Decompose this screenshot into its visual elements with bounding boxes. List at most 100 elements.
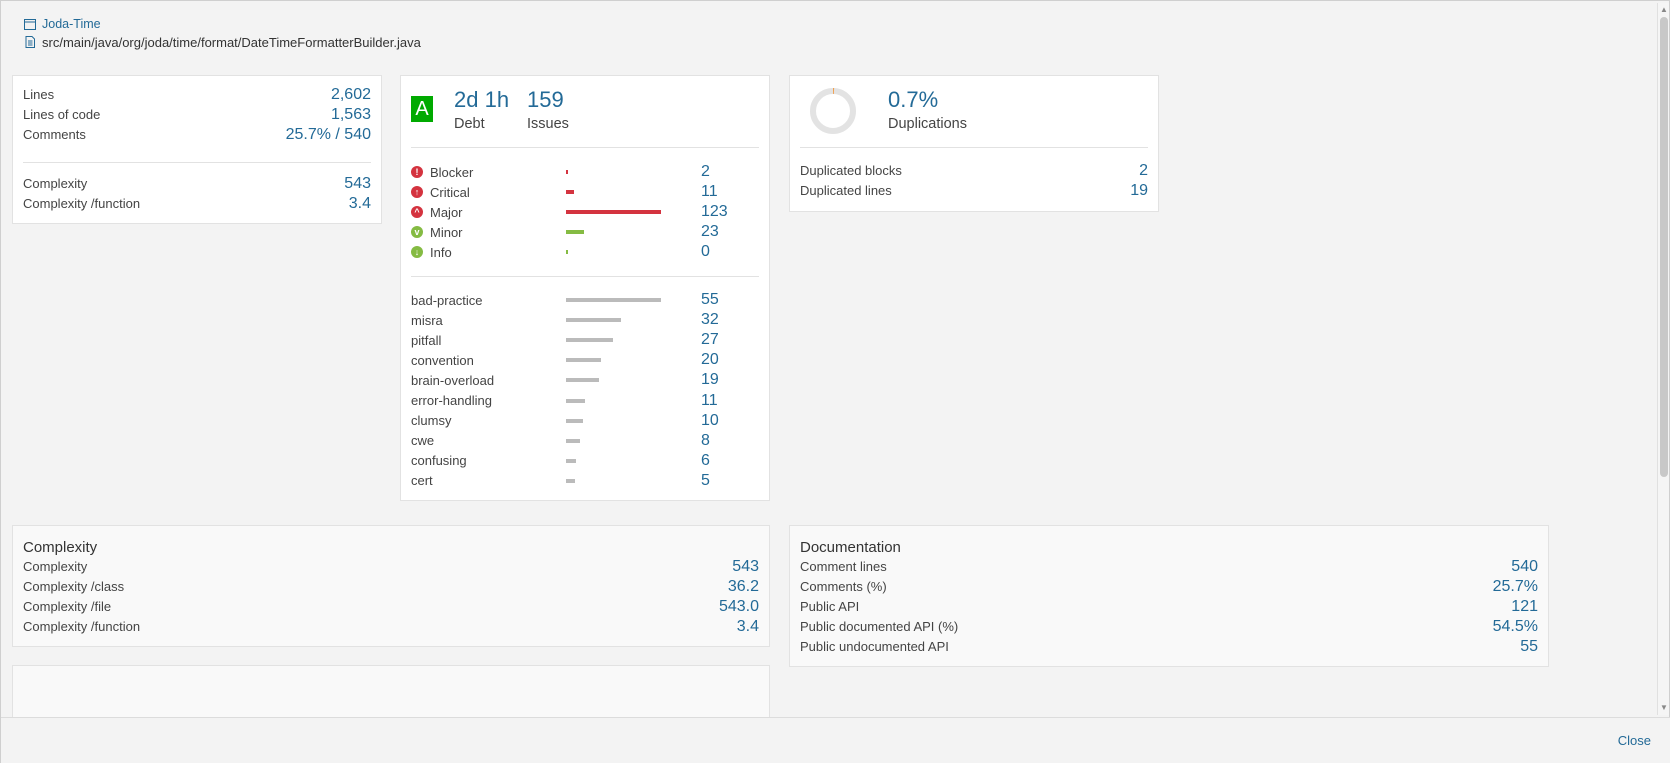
tag-value[interactable]: 32 [701,311,719,329]
measure-row: Public API 121 [800,598,1538,618]
measure-value[interactable]: 54.5% [1492,618,1538,635]
measure-value[interactable]: 2,602 [330,86,371,103]
tag-row[interactable]: cert 5 [411,471,759,491]
severity-bar [566,170,568,174]
measure-value[interactable]: 121 [1511,598,1538,615]
measure-value[interactable]: 3.4 [736,618,759,635]
measure-row: Public documented API (%) 54.5% [800,618,1538,638]
measure-label: Duplicated blocks [800,163,902,178]
duplications-value[interactable]: 0.7% [888,87,939,112]
sqale-rating-badge[interactable]: A [411,96,433,122]
measure-value[interactable]: 1,563 [330,106,371,123]
file-header: Joda-Time src/main/java/org/joda/time/fo… [23,15,421,51]
tag-value[interactable]: 27 [701,331,719,349]
measure-label: Duplicated lines [800,183,892,198]
scroll-up-icon[interactable]: ▲ [1660,5,1668,14]
measure-label: Public undocumented API [800,639,949,654]
measure-value[interactable]: 25.7% [1492,578,1538,595]
blocker-icon: ! [411,166,423,178]
measure-value[interactable]: 543 [732,558,759,575]
critical-icon: ↑ [411,186,423,198]
file-breadcrumb: src/main/java/org/joda/time/format/DateT… [23,33,421,51]
info-icon: ↓ [411,246,423,258]
project-link[interactable]: Joda-Time [42,17,101,31]
scrollbar-thumb[interactable] [1660,17,1668,477]
issues-value[interactable]: 159 [527,87,564,112]
tag-value[interactable]: 5 [701,471,710,489]
measure-row-complexity: Complexity 543 [23,175,371,195]
measure-row-lines: Lines 2,602 [23,86,371,106]
measure-row: Complexity /file 543.0 [23,598,759,618]
measure-label: Comments (%) [800,579,887,594]
measure-label: Public documented API (%) [800,619,959,634]
severity-bar [566,250,568,254]
severity-bar-track [566,182,676,202]
severity-value[interactable]: 123 [701,203,728,220]
severity-row[interactable]: v Minor 23 [411,222,759,242]
complexity-section: Complexity Complexity 543 Complexity /cl… [12,525,770,647]
tag-row[interactable]: confusing 6 [411,451,759,471]
divider [411,276,759,277]
measure-row-complexity-function: Complexity /function 3.4 [23,195,371,215]
tag-bar [566,418,583,423]
tag-row[interactable]: cwe 8 [411,431,759,451]
measure-value[interactable]: 36.2 [727,578,759,595]
measure-row: Complexity /class 36.2 [23,578,759,598]
measure-label: Complexity /file [23,599,112,614]
tag-row[interactable]: bad-practice 55 [411,290,759,310]
severity-value[interactable]: 0 [701,243,710,260]
measure-value[interactable]: 3.4 [348,195,371,212]
tag-label: error-handling [411,393,492,408]
measure-label: Public API [800,599,860,614]
tag-row[interactable]: pitfall 27 [411,330,759,350]
tag-row[interactable]: clumsy 10 [411,411,759,431]
severity-row[interactable]: ! Blocker 2 [411,162,759,182]
measure-value[interactable]: 543.0 [718,598,759,615]
measure-value[interactable]: 25.7% / 540 [285,126,371,143]
tag-row[interactable]: misra 32 [411,310,759,330]
tag-value[interactable]: 8 [701,431,710,449]
severity-value[interactable]: 2 [701,163,710,180]
measure-value[interactable]: 540 [1511,558,1538,575]
tag-value[interactable]: 6 [701,451,710,469]
tag-value[interactable]: 10 [701,411,719,429]
measure-value[interactable]: 55 [1520,638,1538,655]
tag-row[interactable]: brain-overload 19 [411,370,759,390]
severity-value[interactable]: 11 [701,183,718,200]
measure-row-comments: Comments 25.7% / 540 [23,126,371,146]
severity-row[interactable]: ↑ Critical 11 [411,182,759,202]
scroll-down-icon[interactable]: ▼ [1660,703,1668,712]
measure-row: Public undocumented API 55 [800,638,1538,658]
severity-row[interactable]: ^ Major 123 [411,202,759,222]
measure-value[interactable]: 543 [344,175,371,192]
severity-label: Critical [430,184,470,200]
severity-label: Info [430,244,452,260]
measure-value[interactable]: 19 [1130,182,1148,199]
tag-value[interactable]: 11 [701,391,718,409]
close-button[interactable]: Close [1617,733,1651,748]
measure-label: Complexity [23,559,88,574]
measure-value[interactable]: 2 [1139,162,1148,179]
documentation-section: Documentation Comment lines 540 Comments… [789,525,1549,667]
tag-label: cwe [411,433,435,449]
tag-bar [566,378,599,383]
tag-value[interactable]: 55 [701,291,719,308]
major-icon: ^ [411,206,423,218]
tag-row[interactable]: error-handling 11 [411,391,759,411]
tag-bar [566,478,575,483]
tag-value[interactable]: 20 [701,351,719,369]
measures-scroll-area[interactable]: Lines 2,602 Lines of code 1,563 Comments… [2,61,1655,717]
tag-row[interactable]: convention 20 [411,350,759,370]
debt-value[interactable]: 2d 1h [454,87,510,112]
divider [23,162,371,163]
severity-value[interactable]: 23 [701,223,719,240]
tag-label: pitfall [411,332,442,348]
measure-row: Complexity 543 [23,558,759,578]
measure-row-ncloc: Lines of code 1,563 [23,106,371,126]
vertical-scrollbar[interactable]: ▲ ▼ [1657,3,1669,715]
size-card: Lines 2,602 Lines of code 1,563 Comments… [12,75,382,224]
measure-label: Complexity /function [23,619,141,634]
tag-value[interactable]: 19 [701,371,719,389]
project-icon [23,17,37,31]
severity-row[interactable]: ↓ Info 0 [411,242,759,262]
